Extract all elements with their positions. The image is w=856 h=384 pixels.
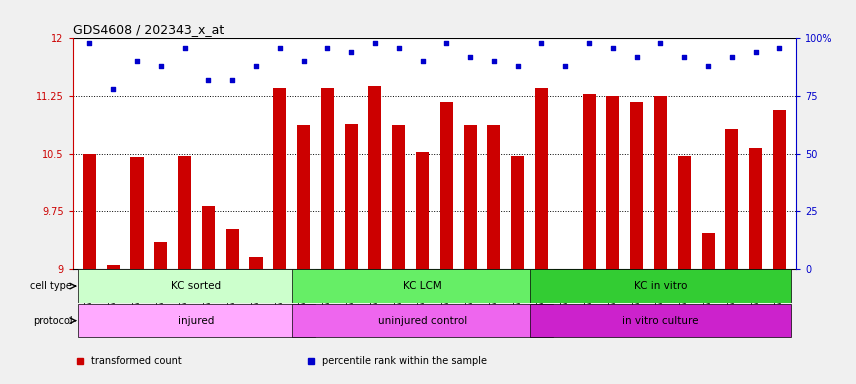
Bar (416, 152, 429, 269)
Bar (773, 110, 786, 269)
Bar (464, 125, 477, 269)
Bar (292, 270, 553, 303)
Point (725, 54, 739, 60)
Bar (226, 229, 239, 269)
Point (582, 40, 596, 46)
Bar (530, 304, 791, 337)
Point (630, 54, 644, 60)
Text: KC in vitro: KC in vitro (633, 281, 687, 291)
Bar (249, 257, 263, 269)
Point (439, 40, 453, 46)
Point (749, 49, 763, 55)
Bar (78, 304, 316, 337)
Point (344, 49, 358, 55)
Point (82, 40, 96, 46)
Bar (440, 102, 453, 269)
Bar (345, 124, 358, 269)
Point (273, 45, 287, 51)
Bar (178, 156, 191, 269)
Point (558, 63, 572, 69)
Point (368, 40, 382, 46)
Point (297, 58, 311, 65)
Point (130, 58, 144, 65)
Bar (606, 96, 620, 269)
Bar (130, 157, 144, 269)
Bar (78, 270, 316, 303)
Bar (392, 125, 405, 269)
Point (487, 58, 501, 65)
Point (178, 45, 192, 51)
Point (606, 45, 620, 51)
Bar (630, 102, 643, 269)
Bar (583, 94, 596, 269)
Point (701, 63, 715, 69)
Bar (530, 270, 791, 303)
Point (225, 77, 239, 83)
Bar (702, 233, 715, 269)
Bar (654, 96, 667, 269)
Point (463, 54, 477, 60)
Bar (749, 148, 762, 269)
Point (106, 86, 120, 92)
Bar (202, 206, 215, 269)
Point (201, 77, 215, 83)
Bar (535, 88, 548, 269)
Bar (725, 129, 739, 269)
Point (654, 40, 668, 46)
Bar (297, 125, 310, 269)
Text: uninjured control: uninjured control (377, 316, 467, 326)
Text: transformed count: transformed count (91, 356, 181, 366)
Point (249, 63, 263, 69)
Point (320, 45, 334, 51)
Text: KC LCM: KC LCM (403, 281, 442, 291)
Point (773, 45, 787, 51)
Bar (154, 242, 167, 269)
Bar (511, 156, 524, 269)
Point (416, 58, 430, 65)
Bar (107, 265, 120, 269)
Bar (83, 154, 96, 269)
Bar (321, 88, 334, 269)
Text: protocol: protocol (33, 316, 72, 326)
Text: in vitro culture: in vitro culture (622, 316, 698, 326)
Text: KC sorted: KC sorted (171, 281, 222, 291)
Point (511, 63, 525, 69)
Point (392, 45, 406, 51)
Point (154, 63, 168, 69)
Bar (487, 125, 501, 269)
Text: percentile rank within the sample: percentile rank within the sample (323, 356, 487, 366)
Bar (368, 86, 382, 269)
Bar (678, 156, 691, 269)
Bar (273, 88, 286, 269)
Text: injured: injured (178, 316, 215, 326)
Bar (292, 304, 553, 337)
Text: GDS4608 / 202343_x_at: GDS4608 / 202343_x_at (73, 23, 224, 36)
Point (677, 54, 691, 60)
Text: cell type: cell type (31, 281, 72, 291)
Point (535, 40, 549, 46)
